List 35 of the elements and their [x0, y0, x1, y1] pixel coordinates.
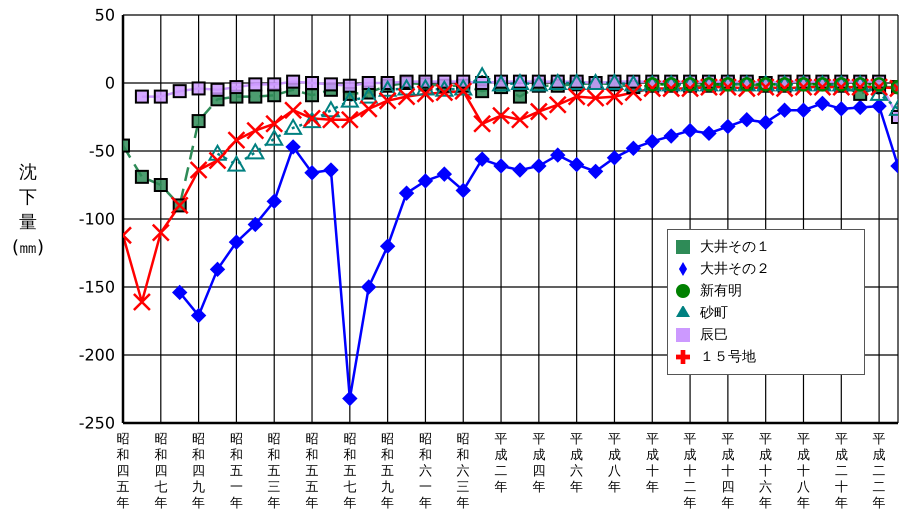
y-tick-label: -250: [78, 414, 115, 433]
legend-label: 辰巳: [700, 327, 728, 343]
x-tick-label: 昭和五七年: [343, 432, 356, 511]
x-tick-label: 平成六年: [570, 432, 584, 495]
legend-label: １５号地: [700, 349, 756, 365]
legend-label: 大井その２: [700, 261, 770, 277]
x-tick-label: 昭和五三年: [268, 432, 281, 511]
x-tick-label: 昭和四九年: [192, 432, 206, 511]
x-tick-label: 平成十二年: [684, 432, 697, 511]
x-tick-label: 昭和五一年: [230, 432, 243, 511]
x-tick-label: 昭和六三年: [456, 432, 470, 511]
x-tick-label: 平成二年: [494, 432, 508, 495]
x-tick-label: 昭和四五年: [116, 432, 130, 511]
x-tick-label: 平成二十年: [834, 432, 848, 511]
y-tick-label: -100: [78, 210, 115, 229]
y-tick-label: 0: [104, 74, 115, 93]
x-tick-label: 平成十年: [646, 432, 659, 495]
y-axis-title: 沈下量(㎜): [12, 162, 44, 258]
x-tick-label: 平成十八年: [796, 432, 810, 511]
legend-label: 砂町: [700, 305, 728, 321]
legend-label: 大井その１: [700, 239, 770, 255]
x-tick-label: 平成八年: [608, 432, 621, 495]
x-tick-label: 昭和五九年: [381, 432, 394, 511]
x-tick-label: 平成十四年: [721, 432, 734, 511]
x-tick-label: 平成十六年: [759, 432, 772, 511]
x-tick-label: 昭和五五年: [306, 432, 319, 511]
y-tick-label: -150: [78, 278, 115, 297]
x-tick-label: 昭和六一年: [418, 432, 432, 511]
y-tick-label: -50: [88, 142, 115, 161]
x-tick-label: 平成二二年: [872, 432, 886, 511]
legend-label: 新有明: [700, 283, 742, 299]
y-tick-label: 50: [94, 6, 115, 25]
x-tick-label: 平成四年: [532, 432, 546, 495]
x-tick-label: 昭和四七年: [154, 432, 168, 511]
y-tick-label: -200: [78, 346, 115, 365]
